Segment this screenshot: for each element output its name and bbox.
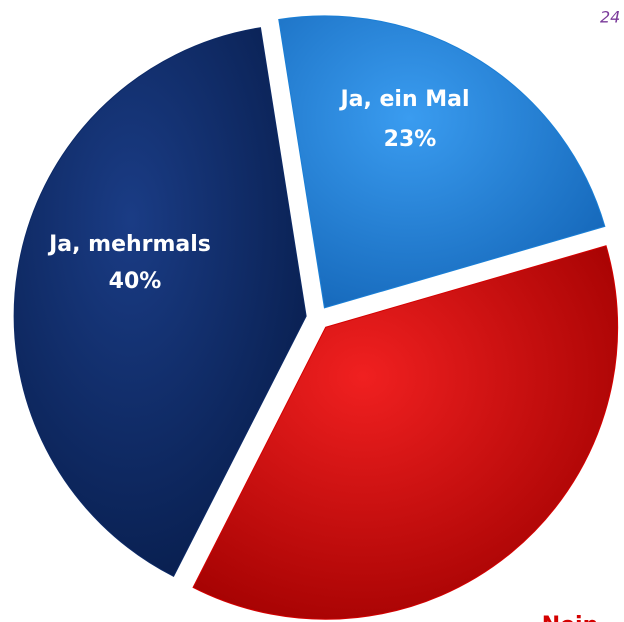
slice-label: Ja, ein Mal [338, 87, 469, 112]
slice-label: Nein [542, 613, 599, 622]
annotation: 24 [600, 8, 620, 27]
slice-value-label: 23% [384, 127, 437, 152]
pie-slice [13, 27, 307, 577]
slice-label: Ja, mehrmals [47, 232, 211, 257]
pie-slice [278, 15, 606, 309]
pie-slice [192, 245, 619, 620]
slice-value-label: 40% [109, 269, 162, 294]
